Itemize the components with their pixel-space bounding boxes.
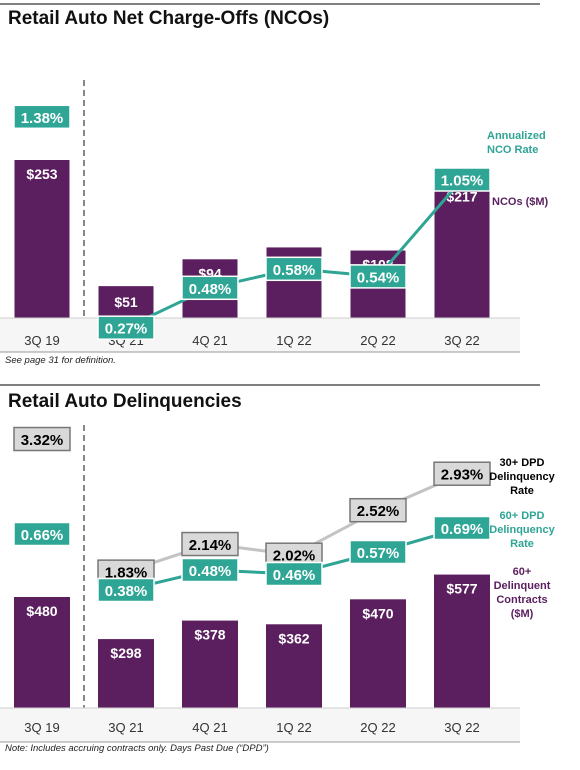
bar-3q-22 (434, 182, 490, 318)
x-tick-label: 3Q 22 (444, 720, 479, 735)
rate-label: 1.05% (441, 173, 484, 190)
bar-3q-21 (98, 639, 154, 708)
bar-4q-21 (182, 620, 238, 708)
rate-label: 0.46% (273, 567, 316, 584)
rate-box (97, 315, 155, 340)
rate-box (349, 539, 407, 565)
rate-label: 0.48% (189, 563, 232, 580)
rate-box (181, 275, 239, 301)
rate-label: 0.66% (21, 527, 64, 544)
bar-2q-22 (350, 599, 406, 708)
legend-label-annualized-nco-rate: Annualized NCO Rate (487, 130, 546, 156)
rate-box (13, 426, 71, 452)
bar-1q-22 (266, 624, 322, 708)
rate-label: 0.69% (441, 521, 484, 538)
rate-label: 0.48% (189, 281, 232, 298)
x-tick-label: 4Q 21 (192, 333, 227, 348)
bar-3q-19 (14, 597, 70, 708)
axis-band (0, 318, 520, 352)
rate-box (265, 561, 323, 587)
chart-panel-1: Retail Auto Net Charge-Offs (NCOs) $253 $5… (0, 3, 549, 366)
x-tick-label: 1Q 22 (276, 333, 311, 348)
legend-label-30-dpd-delinquency-rate: 30+ DPD Delinquency Rate (489, 457, 555, 497)
bar-value-label: $480 (26, 603, 57, 619)
x-tick-label: 3Q 21 (108, 720, 143, 735)
bar-value-label: $577 (446, 581, 477, 597)
rate-label: 2.14% (189, 537, 232, 554)
bar-value-label: $298 (110, 645, 141, 661)
x-tick-label: 4Q 21 (192, 720, 227, 735)
rate-box (97, 577, 155, 603)
rate-box (181, 531, 239, 557)
rate-box (433, 167, 491, 192)
bar-value-label: $378 (194, 627, 225, 643)
chart-title: Retail Auto Delinquencies (8, 391, 242, 412)
bar-value-label: $362 (278, 630, 309, 646)
rate-box (181, 557, 239, 583)
bar-value-label: $470 (362, 605, 393, 621)
rate-label: 3.32% (21, 432, 64, 449)
legend-label-60-delinquent-contracts-m: 60+ Delinquent Contracts ($M) (494, 566, 551, 620)
bar-3q-21 (98, 286, 154, 318)
bar-3q-19 (14, 160, 70, 318)
rate-label: 0.58% (273, 262, 316, 279)
rate-label: 2.52% (357, 503, 400, 520)
rate-label: 0.54% (357, 269, 400, 286)
rate-box (433, 461, 491, 486)
chart-title: Retail Auto Net Charge-Offs (NCOs) (8, 8, 329, 29)
axis-band (0, 708, 520, 742)
rate-label: 0.38% (105, 583, 148, 600)
x-tick-label: 2Q 22 (360, 333, 395, 348)
footnote: See page 31 for definition. (5, 355, 116, 366)
bar-value-label: $217 (446, 188, 477, 204)
legend-label-60-dpd-delinquency-rate: 60+ DPD Delinquency Rate (489, 510, 555, 550)
rate-label: 0.27% (105, 321, 148, 338)
bar-value-label: $253 (26, 166, 57, 182)
rate-label: 1.83% (105, 565, 148, 582)
rate-label: 1.38% (21, 110, 64, 127)
x-tick-label: 3Q 19 (24, 720, 59, 735)
footnote: Note: Includes accruing contracts only. … (5, 743, 269, 754)
rate-box (349, 497, 407, 523)
x-tick-label: 2Q 22 (360, 720, 395, 735)
rate-box (433, 515, 491, 541)
rate-label: 2.02% (273, 548, 316, 565)
x-tick-label: 3Q 22 (444, 333, 479, 348)
rate-box (349, 264, 407, 289)
x-tick-label: 3Q 19 (24, 333, 59, 348)
rate-label: 0.57% (357, 545, 400, 562)
x-tick-label: 1Q 22 (276, 720, 311, 735)
rate-box (13, 104, 71, 130)
bar-3q-22 (434, 574, 490, 708)
rate-box (265, 256, 323, 282)
rate-label: 2.93% (441, 467, 484, 484)
rate-box (13, 521, 71, 547)
chart-panel-2: Retail Auto Delinquencies $480 $298 $378 $36… (0, 384, 556, 754)
legend-label-ncos-m: NCOs ($M) (492, 196, 549, 208)
bar-value-label: $51 (114, 294, 138, 310)
